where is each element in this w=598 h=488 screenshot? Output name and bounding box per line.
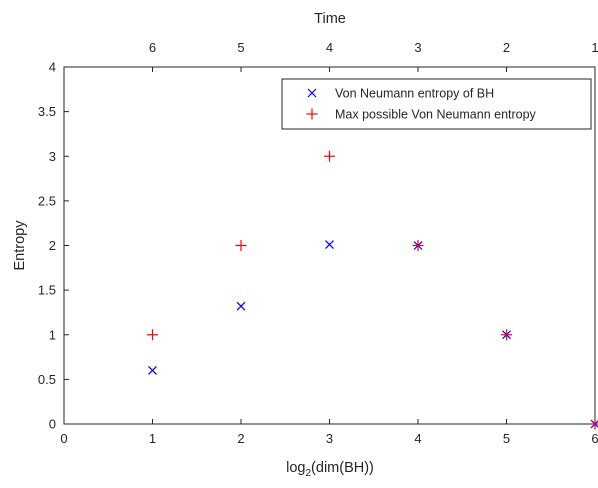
x-tick-label: 3	[326, 431, 333, 446]
x-axis-title-base: log	[286, 460, 305, 476]
y-tick-label: 2.5	[38, 193, 56, 208]
legend-label: Max possible Von Neumann entropy	[335, 108, 537, 122]
y-axis-title: Entropy	[12, 220, 28, 271]
top-axis-title: Time	[314, 11, 346, 27]
x-tick-label: 2	[237, 431, 244, 446]
y-tick-label: 1.5	[38, 283, 56, 298]
x-axis-title-suffix: (dim(BH))	[311, 460, 374, 476]
top-tick-label: 1	[591, 40, 598, 55]
top-tick-label: 3	[414, 40, 421, 55]
y-tick-label: 3.5	[38, 104, 56, 119]
y-tick-label: 4	[49, 60, 56, 75]
top-tick-label: 6	[149, 40, 156, 55]
x-tick-label: 5	[503, 431, 510, 446]
x-axis-title: log2(dim(BH))	[286, 460, 374, 479]
legend-label: Von Neumann entropy of BH	[335, 87, 494, 101]
y-tick-label: 2	[49, 238, 56, 253]
y-tick-label: 0.5	[38, 372, 56, 387]
x-tick-label: 6	[591, 431, 598, 446]
x-tick-label: 1	[149, 431, 156, 446]
top-tick-label: 4	[326, 40, 333, 55]
top-tick-label: 2	[503, 40, 510, 55]
y-tick-label: 3	[49, 149, 56, 164]
top-tick-label: 5	[237, 40, 244, 55]
legend: Von Neumann entropy of BH Max possible Vo…	[282, 79, 591, 129]
y-tick-label: 1	[49, 327, 56, 342]
y-tick-label: 0	[49, 417, 56, 432]
x-tick-label: 0	[60, 431, 67, 446]
x-tick-label: 4	[414, 431, 421, 446]
